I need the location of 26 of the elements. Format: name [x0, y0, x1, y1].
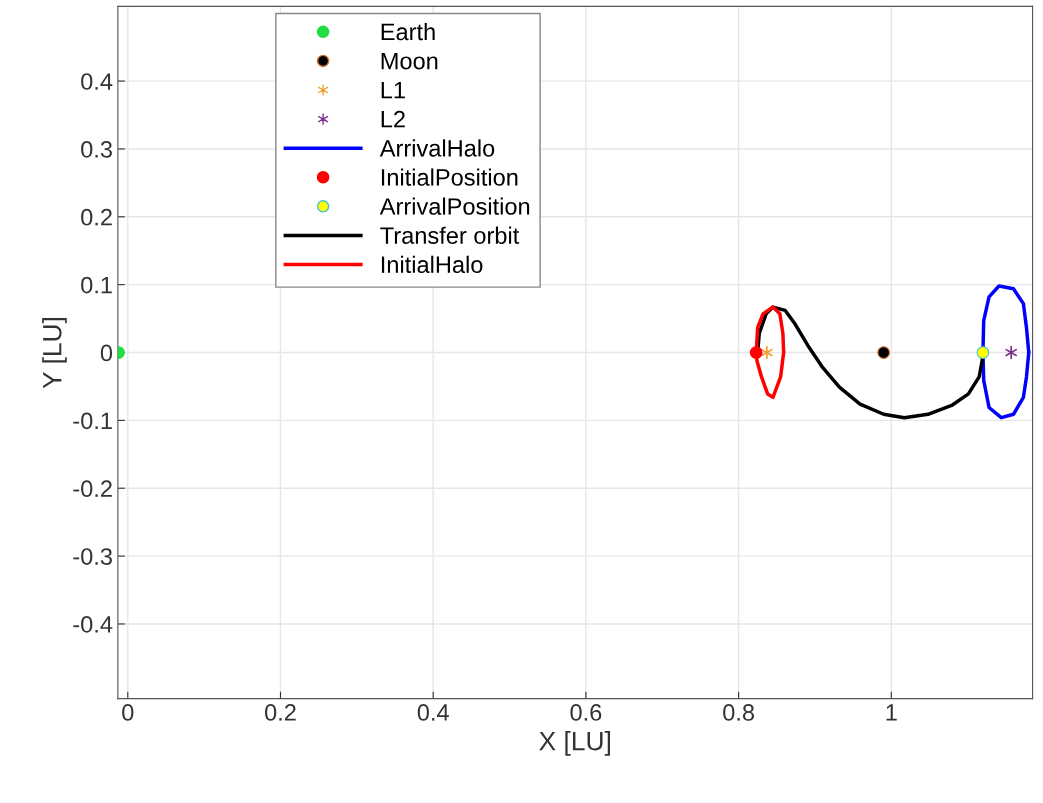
y-tick-label: 0 — [100, 344, 113, 362]
x-axis-title: X [LU] — [539, 731, 610, 756]
y-tick-label: -0.1 — [73, 412, 112, 430]
x-tick-label: 0.8 — [723, 704, 754, 721]
x-tick-label: 0 — [122, 704, 134, 721]
y-tick-label: -0.2 — [73, 480, 112, 498]
y-tick-label: -0.3 — [73, 548, 112, 565]
legend-label: ArrivalHalo — [379, 139, 495, 157]
legend-label: ArrivalPosition — [379, 197, 530, 215]
legend-label: InitialHalo — [381, 255, 483, 274]
y-tick-label: 0.4 — [81, 73, 113, 90]
y-tick-label: 0.2 — [81, 208, 112, 226]
legend-label: Earth — [381, 22, 435, 41]
x-tick-label: 0.2 — [265, 704, 296, 721]
legend-label: InitialPosition — [381, 168, 518, 186]
y-tick-label: 0.1 — [81, 276, 112, 294]
legend-label: L2 — [381, 110, 405, 128]
legend-label: Moon — [381, 52, 438, 70]
x-tick-label: 0.6 — [570, 704, 602, 721]
y-tick-label: 0.3 — [81, 141, 112, 158]
y-axis-title: Y [LU] — [42, 317, 67, 389]
x-tick-label: 1 — [886, 704, 897, 721]
y-tick-label: -0.4 — [73, 616, 113, 633]
x-tick-label: 0.4 — [417, 704, 449, 721]
legend-label: Transfer orbit — [380, 226, 520, 244]
legend-label: L1 — [381, 82, 405, 99]
